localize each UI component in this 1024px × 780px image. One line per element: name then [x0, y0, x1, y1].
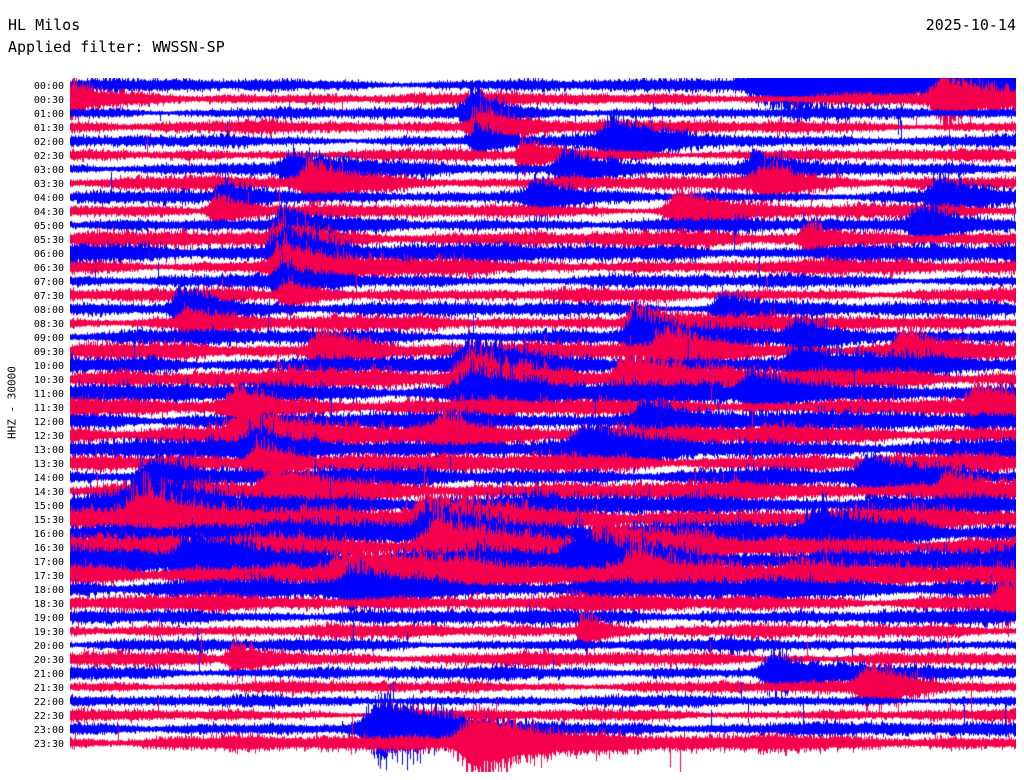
time-tick-label: 22:30: [33, 711, 64, 722]
helicorder-canvas: [70, 78, 1016, 772]
time-tick-label: 10:30: [33, 375, 64, 386]
time-tick-label: 05:30: [33, 235, 64, 246]
time-tick-label: 12:00: [33, 417, 64, 428]
time-tick-label: 21:30: [33, 683, 64, 694]
time-tick-label: 20:00: [33, 641, 64, 652]
time-tick-label: 20:30: [33, 655, 64, 666]
time-tick-label: 01:00: [33, 109, 64, 120]
time-tick-label: 09:00: [33, 333, 64, 344]
time-tick-label: 07:00: [33, 277, 64, 288]
time-tick-label: 21:00: [33, 669, 64, 680]
time-tick-label: 19:30: [33, 627, 64, 638]
time-tick-label: 18:00: [33, 585, 64, 596]
time-tick-label: 16:00: [33, 529, 64, 540]
time-tick-label: 14:00: [33, 473, 64, 484]
station-title: HL Milos: [8, 16, 81, 34]
seismogram-plot: [70, 78, 1016, 772]
time-tick-label: 02:00: [33, 137, 64, 148]
time-tick-label: 17:00: [33, 557, 64, 568]
time-tick-label: 07:30: [33, 291, 64, 302]
time-tick-label: 08:30: [33, 319, 64, 330]
time-tick-label: 04:00: [33, 193, 64, 204]
time-tick-label: 01:30: [33, 123, 64, 134]
time-tick-label: 23:00: [33, 725, 64, 736]
applied-filter-label: Applied filter: WWSSN-SP: [8, 38, 225, 56]
time-tick-label: 02:30: [33, 151, 64, 162]
header-left: HL Milos Applied filter: WWSSN-SP: [8, 14, 648, 58]
time-tick-label: 19:00: [33, 613, 64, 624]
time-tick-label: 17:30: [33, 571, 64, 582]
time-tick-label: 06:30: [33, 263, 64, 274]
time-tick-label: 12:30: [33, 431, 64, 442]
time-tick-label: 04:30: [33, 207, 64, 218]
time-tick-label: 03:00: [33, 165, 64, 176]
time-tick-label: 09:30: [33, 347, 64, 358]
time-tick-label: 14:30: [33, 487, 64, 498]
time-tick-label: 00:00: [33, 81, 64, 92]
time-tick-label: 23:30: [33, 739, 64, 750]
time-tick-label: 06:00: [33, 249, 64, 260]
time-tick-label: 13:00: [33, 445, 64, 456]
time-tick-label: 16:30: [33, 543, 64, 554]
time-tick-label: 00:30: [33, 95, 64, 106]
time-tick-label: 08:00: [33, 305, 64, 316]
time-tick-label: 22:00: [33, 697, 64, 708]
time-tick-label: 15:30: [33, 515, 64, 526]
time-axis: 00:00 00:30 01:00 01:30 02:00 02:30 03:00 03:30…: [0, 0, 70, 780]
time-tick-label: 03:30: [33, 179, 64, 190]
time-tick-label: 15:00: [33, 501, 64, 512]
time-tick-label: 05:00: [33, 221, 64, 232]
time-tick-label: 13:30: [33, 459, 64, 470]
time-tick-label: 11:30: [33, 403, 64, 414]
time-tick-label: 11:00: [33, 389, 64, 400]
time-tick-label: 18:30: [33, 599, 64, 610]
date-label: 2025-10-14: [925, 16, 1016, 34]
time-tick-label: 10:00: [33, 361, 64, 372]
